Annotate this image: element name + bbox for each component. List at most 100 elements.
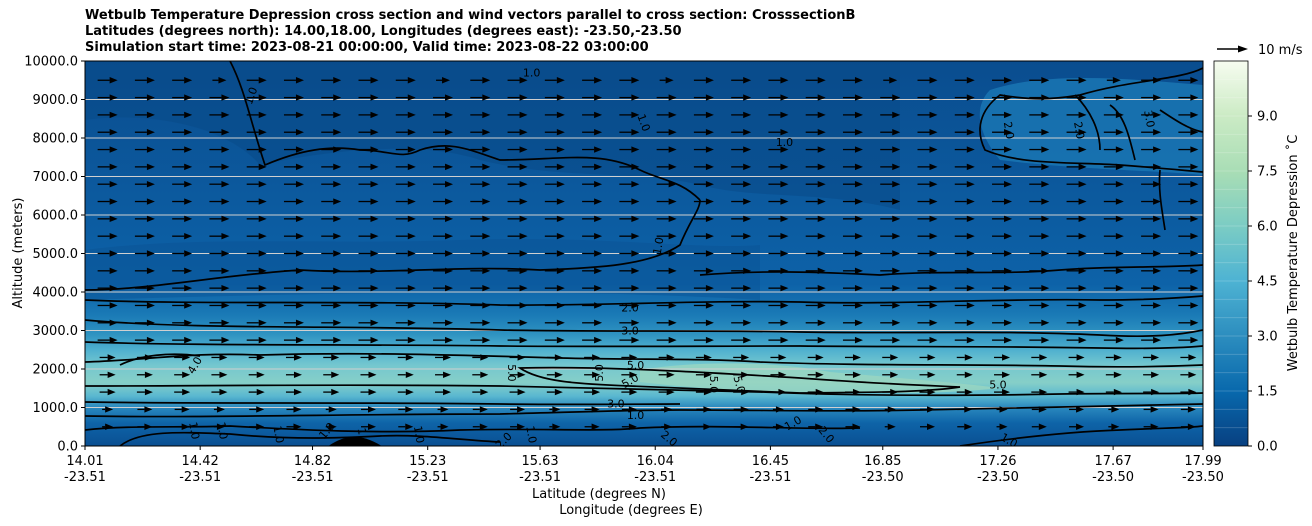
- y-axis: 0.0 1000.0 2000.0 3000.0 4000.0 5000.0 6000.0 7…: [24, 55, 85, 455]
- wind-arrow: [1066, 181, 1087, 188]
- wind-arrow: [658, 371, 675, 378]
- wind-arrow: [693, 319, 714, 326]
- wind-arrow: [768, 163, 789, 171]
- wind-arrow: [172, 336, 193, 344]
- wind-arrow: [1103, 94, 1124, 101]
- y-tick-label: 1000.0: [33, 401, 79, 416]
- wind-arrow: [733, 354, 750, 361]
- contour-label: 3.0: [607, 398, 625, 411]
- contour-1-upper-left: [229, 61, 701, 201]
- wind-arrow: [842, 215, 863, 223]
- wind-arrow: [209, 94, 230, 101]
- wind-arrow: [842, 77, 863, 84]
- wind-arrow: [996, 423, 1008, 430]
- colorbar-tick-label: 3.0: [1257, 330, 1278, 345]
- wind-arrow: [510, 406, 526, 413]
- wind-arrow: [954, 250, 975, 257]
- contour-label: 5.0: [989, 378, 1007, 391]
- wind-arrow: [1143, 406, 1159, 413]
- wind-arrow: [136, 371, 153, 378]
- wind-arrow: [658, 388, 675, 396]
- wind-arrow: [209, 284, 230, 292]
- wind-arrow: [172, 111, 193, 119]
- contour-label: 1.0: [627, 409, 645, 422]
- wind-arrow: [395, 77, 416, 84]
- wind-arrow: [97, 232, 118, 240]
- wind-arrow: [510, 423, 526, 430]
- wind-arrow: [1066, 215, 1087, 223]
- x-axis-label-longitude: Longitude (degrees E): [559, 503, 703, 518]
- wind-arrow: [1066, 198, 1087, 205]
- contour-label: 3.0: [1141, 109, 1157, 128]
- wind-arrow: [1066, 146, 1087, 153]
- wind-arrow: [397, 354, 414, 361]
- wind-arrow: [1066, 77, 1087, 84]
- wind-arrow: [1178, 77, 1199, 84]
- wind-arrow: [768, 215, 789, 223]
- wind-arrow: [246, 129, 267, 136]
- contour-label: 1.0: [776, 136, 794, 149]
- wind-arrow: [137, 406, 153, 413]
- wind-arrow: [992, 336, 1013, 344]
- x-tick-label-lat: 17.67: [1095, 454, 1132, 469]
- wind-arrow: [582, 250, 603, 257]
- contour-3-outer: [85, 319, 1203, 338]
- wind-arrow: [693, 111, 714, 119]
- wind-arrow: [731, 129, 752, 136]
- wind-arrow: [507, 215, 528, 223]
- wind-arrow: [842, 181, 863, 188]
- wind-arrow: [842, 302, 863, 309]
- wind-arrow: [805, 302, 826, 309]
- wind-arrow: [395, 302, 416, 309]
- wind-arrow: [246, 94, 267, 101]
- wind-arrow: [768, 181, 789, 188]
- wind-arrow: [917, 319, 938, 326]
- wind-arrow: [1103, 267, 1124, 275]
- wind-arrow: [321, 250, 342, 257]
- wind-arrow: [321, 181, 342, 188]
- wind-arrow: [917, 267, 938, 275]
- wind-arrow: [470, 215, 491, 223]
- wind-arrow: [209, 302, 230, 309]
- wind-arrow: [844, 371, 861, 378]
- wind-arrow: [172, 181, 193, 188]
- wind-arrow: [808, 406, 824, 413]
- wind-arrow: [768, 267, 789, 275]
- wind-arrow: [582, 267, 603, 275]
- wind-arrow: [805, 336, 826, 344]
- wind-arrow: [619, 232, 640, 240]
- contour-1-mid: [85, 199, 701, 291]
- contour-label: 1.0: [634, 112, 652, 133]
- wind-arrow: [917, 198, 938, 205]
- wind-arrow: [437, 406, 449, 413]
- wind-arrow: [1141, 319, 1162, 326]
- colorbar-frame: [1213, 60, 1249, 447]
- wind-arrow: [920, 423, 935, 430]
- wind-arrow: [544, 163, 565, 171]
- wind-arrow: [919, 354, 936, 361]
- wind-arrow: [1066, 267, 1087, 275]
- wind-arrow: [358, 111, 379, 119]
- wind-arrow: [246, 163, 267, 171]
- wind-arrow: [435, 354, 452, 361]
- wind-arrow: [395, 198, 416, 205]
- wind-arrow: [134, 284, 155, 292]
- wind-arrow: [619, 284, 640, 292]
- wind-arrow: [582, 129, 603, 136]
- wind-arrow: [358, 215, 379, 223]
- wind-arrow: [358, 302, 379, 309]
- wind-arrow: [246, 111, 267, 119]
- wind-arrow: [99, 354, 116, 361]
- contour-label: 1.0: [523, 67, 541, 80]
- wind-arrow: [693, 198, 714, 205]
- wind-arrow: [209, 198, 230, 205]
- wind-arrow: [1106, 77, 1121, 84]
- wind-arrow: [619, 129, 640, 136]
- wind-arrow: [1029, 77, 1050, 84]
- wind-arrow: [248, 371, 265, 378]
- wind-arrow: [433, 198, 454, 205]
- wind-arrow: [1103, 302, 1124, 309]
- wind-arrow: [1180, 423, 1196, 430]
- wind-arrow: [1031, 371, 1048, 378]
- wind-arrow: [992, 250, 1013, 257]
